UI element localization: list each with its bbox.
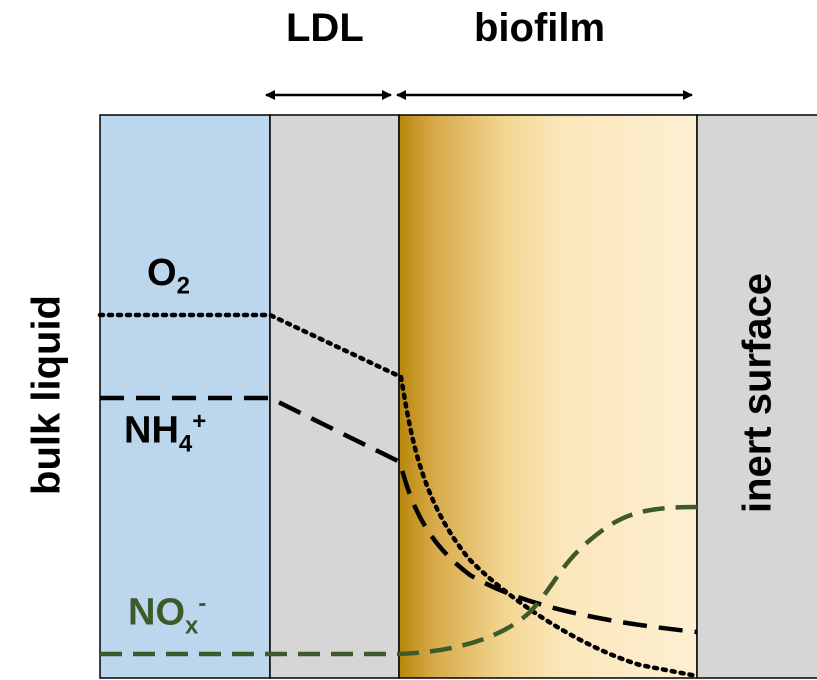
o2-label-base: O [147,252,177,294]
ldl-label: LDL [286,6,364,51]
inert-surface-label: inert surface [736,273,781,513]
nox-label: NOx- [128,590,206,640]
ldl-zone [270,115,399,678]
bulk-liquid-label: bulk liquid [25,295,70,495]
biofilm-zone [399,115,697,678]
nox-label-sup: - [198,590,206,617]
o2-label-sub: 2 [177,273,190,300]
nox-label-sub: x [185,612,198,639]
nh4-label-base: NH [124,410,179,452]
biofilm-label: biofilm [474,6,605,51]
nh4-label: NH4+ [124,408,206,458]
nh4-label-sup: + [192,408,206,435]
o2-label: O2 [147,252,190,301]
nox-label-base: NO [128,592,185,634]
nh4-label-sub: 4 [179,430,192,457]
